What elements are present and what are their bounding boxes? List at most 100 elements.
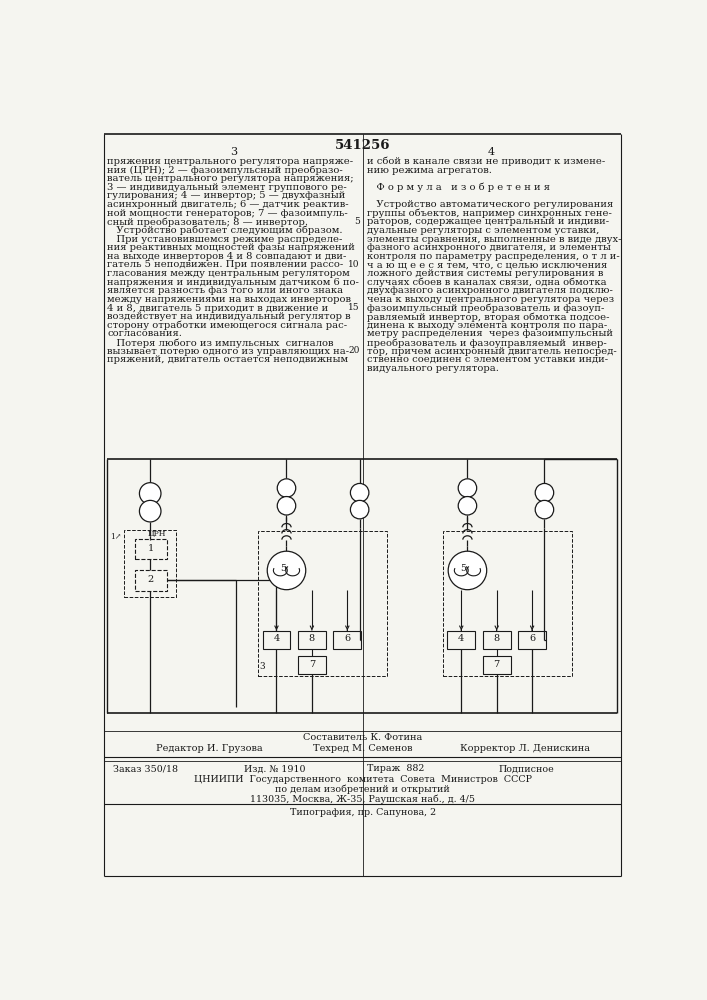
Text: 1: 1 — [148, 544, 154, 553]
Text: ЦНИИПИ  Государственного  комитета  Совета  Министров  СССР: ЦНИИПИ Государственного комитета Совета … — [194, 774, 532, 784]
Text: на выходе инверторов 4 и 8 совпадают и дви-: на выходе инверторов 4 и 8 совпадают и д… — [107, 252, 346, 261]
Text: равляемый инвертор, вторая обмотка подсое-: равляемый инвертор, вторая обмотка подсо… — [368, 312, 610, 322]
Text: Изд. № 1910: Изд. № 1910 — [244, 764, 305, 773]
Text: 3: 3 — [259, 662, 265, 671]
Text: тор, причем асинхронный двигатель непосред-: тор, причем асинхронный двигатель непоср… — [368, 347, 617, 356]
Circle shape — [535, 500, 554, 519]
Bar — [448, 631, 475, 649]
Bar — [298, 631, 326, 649]
Text: гатель 5 неподвижен. При появлении рассо-: гатель 5 неподвижен. При появлении рассо… — [107, 260, 344, 269]
Text: 10: 10 — [348, 260, 360, 269]
Bar — [258, 531, 387, 676]
Text: дуальные регуляторы с элементом уставки,: дуальные регуляторы с элементом уставки, — [368, 226, 600, 235]
Bar — [262, 631, 291, 649]
Bar — [135, 570, 167, 591]
Text: фазоимпульсный преобразователь и фазоуп-: фазоимпульсный преобразователь и фазоуп- — [368, 304, 604, 313]
Text: 113035, Москва, Ж-35, Раушская наб., д. 4/5: 113035, Москва, Ж-35, Раушская наб., д. … — [250, 795, 475, 804]
Text: элементы сравнения, выполненные в виде двух-: элементы сравнения, выполненные в виде д… — [368, 235, 622, 244]
Bar — [518, 631, 546, 649]
Text: ложного действия системы регулирования в: ложного действия системы регулирования в — [368, 269, 604, 278]
Text: согласования.: согласования. — [107, 329, 182, 338]
Text: сторону отработки имеющегося сигнала рас-: сторону отработки имеющегося сигнала рас… — [107, 321, 347, 330]
Text: Составитель К. Фотина: Составитель К. Фотина — [303, 733, 422, 742]
Text: При установившемся режиме распределе-: При установившемся режиме распределе- — [107, 235, 342, 244]
Text: ственно соединен с элементом уставки инди-: ственно соединен с элементом уставки инд… — [368, 355, 609, 364]
Circle shape — [139, 483, 161, 504]
Text: 5: 5 — [461, 564, 467, 573]
Text: 6: 6 — [529, 634, 535, 643]
Text: между напряжениями на выходах инверторов: между напряжениями на выходах инверторов — [107, 295, 351, 304]
Circle shape — [351, 483, 369, 502]
Text: 4 и 8, двигатель 5 приходит в движение и: 4 и 8, двигатель 5 приходит в движение и — [107, 304, 328, 313]
Text: Ф о р м у л а   и з о б р е т е н и я: Ф о р м у л а и з о б р е т е н и я — [368, 183, 550, 192]
Text: 4: 4 — [488, 147, 495, 157]
Text: 541256: 541256 — [335, 139, 390, 152]
Text: динена к выходу элемента контроля по пара-: динена к выходу элемента контроля по пар… — [368, 321, 607, 330]
Text: гласования между центральным регулятором: гласования между центральным регулятором — [107, 269, 350, 278]
Text: Подписное: Подписное — [498, 764, 554, 773]
Bar — [443, 531, 572, 676]
Text: ной мощности генераторов; 7 — фазоимпуль-: ной мощности генераторов; 7 — фазоимпуль… — [107, 209, 348, 218]
Text: 5: 5 — [354, 217, 360, 226]
Text: нию режима агрегатов.: нию режима агрегатов. — [368, 166, 492, 175]
Text: является разность фаз того или иного знака: является разность фаз того или иного зна… — [107, 286, 343, 295]
Text: напряжения и индивидуальным датчиком 6 по-: напряжения и индивидуальным датчиком 6 п… — [107, 278, 359, 287]
Circle shape — [277, 497, 296, 515]
Text: 3 — индивидуальный элемент группового ре-: 3 — индивидуальный элемент группового ре… — [107, 183, 347, 192]
Text: 8: 8 — [493, 634, 500, 643]
Circle shape — [351, 500, 369, 519]
Text: сный преобразователь; 8 — инвертор.: сный преобразователь; 8 — инвертор. — [107, 217, 308, 227]
Text: 20: 20 — [349, 346, 360, 355]
Text: контроля по параметру распределения, о т л и-: контроля по параметру распределения, о т… — [368, 252, 620, 261]
Text: 6: 6 — [344, 634, 351, 643]
Text: гулирования; 4 — инвертор; 5 — двухфазный: гулирования; 4 — инвертор; 5 — двухфазны… — [107, 191, 346, 200]
Text: по делам изобретений и открытий: по делам изобретений и открытий — [275, 785, 450, 794]
Text: 2: 2 — [148, 575, 154, 584]
Text: метру распределения  через фазоимпульсный: метру распределения через фазоимпульсный — [368, 329, 614, 338]
Text: случаях сбоев в каналах связи, одна обмотка: случаях сбоев в каналах связи, одна обмо… — [368, 278, 607, 287]
Circle shape — [267, 551, 305, 590]
Text: 4: 4 — [274, 634, 279, 643]
Text: вызывает потерю одного из управляющих на-: вызывает потерю одного из управляющих на… — [107, 347, 349, 356]
Text: 4: 4 — [458, 634, 464, 643]
Text: Заказ 350/18: Заказ 350/18 — [113, 764, 178, 773]
Text: ния (ЦРН); 2 — фазоимпульсный преобразо-: ния (ЦРН); 2 — фазоимпульсный преобразо- — [107, 166, 343, 175]
Text: ч а ю щ е е с я тем, что, с целью исключения: ч а ю щ е е с я тем, что, с целью исключ… — [368, 260, 607, 269]
Circle shape — [139, 500, 161, 522]
Text: 3: 3 — [230, 147, 237, 157]
Bar — [298, 656, 326, 674]
Circle shape — [458, 497, 477, 515]
Bar — [483, 656, 510, 674]
Text: Редактор И. Грузова: Редактор И. Грузова — [156, 744, 262, 753]
Text: Типография, пр. Сапунова, 2: Типография, пр. Сапунова, 2 — [290, 808, 436, 817]
Text: 7: 7 — [309, 660, 315, 669]
Bar — [334, 631, 361, 649]
Text: Устройство автоматического регулирования: Устройство автоматического регулирования — [368, 200, 614, 209]
Text: пряжения центрального регулятора напряже-: пряжения центрального регулятора напряже… — [107, 157, 354, 166]
Text: пряжений, двигатель остается неподвижным: пряжений, двигатель остается неподвижным — [107, 355, 349, 364]
Circle shape — [448, 551, 486, 590]
Text: раторов, содержащее центральный и индиви-: раторов, содержащее центральный и индиви… — [368, 217, 609, 226]
Circle shape — [277, 479, 296, 497]
Text: двухфазного асинхронного двигателя подклю-: двухфазного асинхронного двигателя подкл… — [368, 286, 613, 295]
Circle shape — [458, 479, 477, 497]
Text: 15: 15 — [348, 303, 360, 312]
Text: Тираж  882: Тираж 882 — [368, 764, 425, 773]
Text: Устройство работает следующим образом.: Устройство работает следующим образом. — [107, 226, 343, 235]
Bar — [124, 530, 176, 597]
Text: асинхронный двигатель; 6 — датчик реактив-: асинхронный двигатель; 6 — датчик реакти… — [107, 200, 349, 209]
Text: Потеря любого из импульсных  сигналов: Потеря любого из импульсных сигналов — [107, 338, 334, 348]
Circle shape — [535, 483, 554, 502]
Text: группы объектов, например синхронных гене-: группы объектов, например синхронных ген… — [368, 209, 612, 218]
Text: 7: 7 — [493, 660, 500, 669]
Text: воздействует на индивидуальный регулятор в: воздействует на индивидуальный регулятор… — [107, 312, 351, 321]
Text: видуального регулятора.: видуального регулятора. — [368, 364, 499, 373]
Text: и сбой в канале связи не приводит к измене-: и сбой в канале связи не приводит к изме… — [368, 157, 606, 166]
Bar — [135, 539, 167, 559]
Text: ЦРН: ЦРН — [148, 530, 166, 538]
Text: ния реактивных мощностей фазы напряжений: ния реактивных мощностей фазы напряжений — [107, 243, 355, 252]
Text: Корректор Л. Денискина: Корректор Л. Денискина — [460, 744, 590, 753]
Text: фазного асинхронного двигателя, и элементы: фазного асинхронного двигателя, и элемен… — [368, 243, 612, 252]
Text: чена к выходу центрального регулятора через: чена к выходу центрального регулятора че… — [368, 295, 614, 304]
Text: Техред М. Семенов: Техред М. Семенов — [313, 744, 413, 753]
